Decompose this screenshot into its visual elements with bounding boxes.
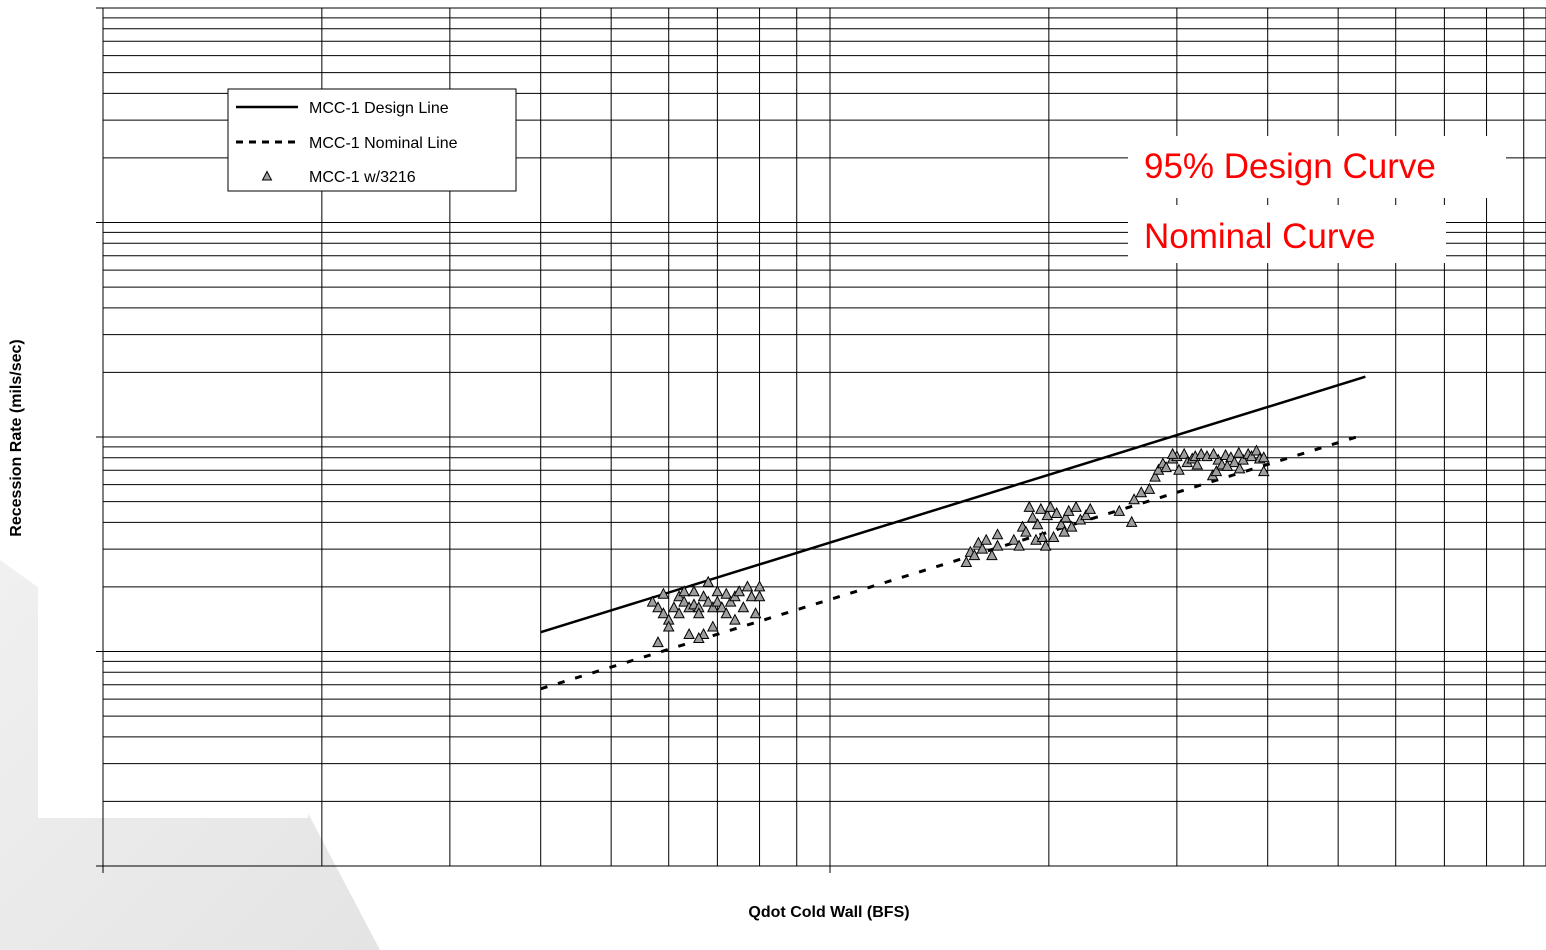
- data-point-triangle: [662, 620, 675, 632]
- data-point-triangle: [733, 585, 745, 597]
- data-point-triangle: [707, 620, 719, 632]
- y-axis-title: Recession Rate (mils/sec): [8, 339, 25, 536]
- data-point-triangle: [1191, 458, 1204, 470]
- data-point-triangle: [678, 585, 690, 597]
- data-point-triangle: [673, 607, 685, 619]
- data-point-triangle: [668, 601, 680, 613]
- data-point-triangle: [657, 587, 670, 599]
- data-point-triangle: [1228, 455, 1241, 468]
- data-point-triangle: [688, 585, 700, 597]
- data-point-triangle: [1026, 511, 1039, 523]
- data-point-triangle: [724, 595, 737, 607]
- data-point-triangle: [1250, 444, 1263, 456]
- chart-series: [540, 375, 1366, 691]
- data-point-triangle: [1065, 520, 1078, 532]
- data-point-triangle: [745, 590, 758, 602]
- data-point-triangle: [1041, 509, 1054, 521]
- data-point-triangle: [986, 549, 998, 561]
- data-point-triangle: [716, 601, 728, 613]
- data-point-triangle: [1050, 506, 1063, 518]
- data-point-triangle: [1149, 470, 1161, 482]
- data-point-triangle: [753, 580, 766, 592]
- data-point-triangle: [980, 533, 993, 545]
- data-point-triangle: [1039, 539, 1052, 551]
- data-point-triangle: [749, 607, 762, 619]
- data-point-triangle: [1020, 525, 1032, 537]
- data-point-triangle: [1113, 504, 1126, 516]
- data-point-triangle: [1035, 502, 1047, 514]
- data-point-triangle: [729, 613, 741, 625]
- data-point-triangle: [1232, 446, 1245, 458]
- legend-label-marker: MCC-1 w/3216: [309, 169, 416, 186]
- data-point-triangle: [1055, 518, 1068, 530]
- data-point-triangle: [646, 595, 659, 607]
- data-point-triangle: [1257, 464, 1270, 477]
- data-point-triangle: [1070, 500, 1082, 512]
- data-point-triangle: [711, 585, 724, 597]
- data-point-triangle: [683, 627, 695, 640]
- data-point-triangle: [1160, 461, 1172, 473]
- data-point-triangle: [711, 595, 724, 607]
- data-point-triangle: [1007, 533, 1020, 545]
- data-point-triangle: [1207, 447, 1220, 459]
- data-point-triangle: [1195, 447, 1207, 459]
- data-point-triangle: [678, 595, 690, 607]
- data-point-triangle: [1013, 539, 1025, 551]
- data-point-triangle: [697, 627, 710, 640]
- annotation-design-bg: [1128, 136, 1506, 198]
- axis-ticks: [96, 7, 831, 873]
- legend-label-design: MCC-1 Design Line: [309, 100, 449, 117]
- data-point-triangle: [1084, 502, 1097, 514]
- data-point-triangle: [1210, 464, 1223, 477]
- data-point-triangle: [1257, 451, 1270, 463]
- data-point-triangle: [652, 601, 664, 613]
- annotation-design-curve: 95% Design Curve: [1144, 147, 1436, 186]
- data-point-triangle: [1173, 463, 1185, 475]
- data-point-triangle: [1044, 500, 1057, 512]
- data-point-triangle: [1135, 486, 1148, 498]
- data-point-triangle: [1166, 447, 1179, 459]
- data-point-triangle: [692, 631, 705, 643]
- annotation-nominal-curve: Nominal Curve: [1144, 217, 1375, 256]
- data-point-triangle: [991, 528, 1004, 540]
- data-point-triangle: [741, 580, 754, 592]
- data-point-triangle: [991, 539, 1004, 551]
- data-point-triangle: [1245, 450, 1258, 462]
- legend: MCC-1 Design Line MCC-1 Nominal Line MCC…: [227, 88, 517, 192]
- data-point-triangle: [692, 607, 705, 619]
- data-point-triangle: [720, 607, 733, 619]
- watermark-inner: [38, 570, 308, 818]
- data-point-triangle: [697, 590, 710, 602]
- data-point-triangle: [1143, 482, 1156, 494]
- data-point-triangle: [702, 575, 715, 587]
- legend-label-nominal: MCC-1 Nominal Line: [309, 135, 458, 152]
- data-point-triangle: [707, 601, 719, 613]
- data-point-triangle: [737, 601, 750, 613]
- data-point-triangle: [1125, 515, 1138, 527]
- data-point-triangle: [968, 549, 981, 561]
- data-point-triangle: [720, 587, 733, 599]
- data-point-triangle: [1036, 530, 1049, 542]
- data-point-triangle: [960, 555, 973, 567]
- data-point-triangle: [1047, 530, 1060, 542]
- data-point-triangle: [1023, 500, 1036, 512]
- data-point-triangle: [1178, 447, 1190, 459]
- legend-swatch-marker: [261, 170, 273, 181]
- data-point-triangle: [702, 595, 715, 607]
- x-axis-title: Qdot Cold Wall (BFS): [748, 904, 909, 921]
- data-point-triangle: [753, 590, 766, 602]
- data-point-triangle: [1080, 509, 1092, 521]
- data-point-triangle: [1128, 493, 1140, 505]
- data-point-triangle: [1059, 511, 1072, 523]
- data-point-triangle: [1221, 459, 1234, 471]
- data-point-triangle: [652, 636, 664, 648]
- data-point-triangle: [1031, 518, 1044, 530]
- design-line: [540, 375, 1366, 634]
- annotation-nominal-bg: [1128, 205, 1446, 263]
- data-point-triangle: [657, 607, 670, 619]
- data-point-triangle: [1237, 453, 1249, 465]
- data-point-triangle: [976, 542, 989, 554]
- data-point-triangle: [1233, 462, 1246, 474]
